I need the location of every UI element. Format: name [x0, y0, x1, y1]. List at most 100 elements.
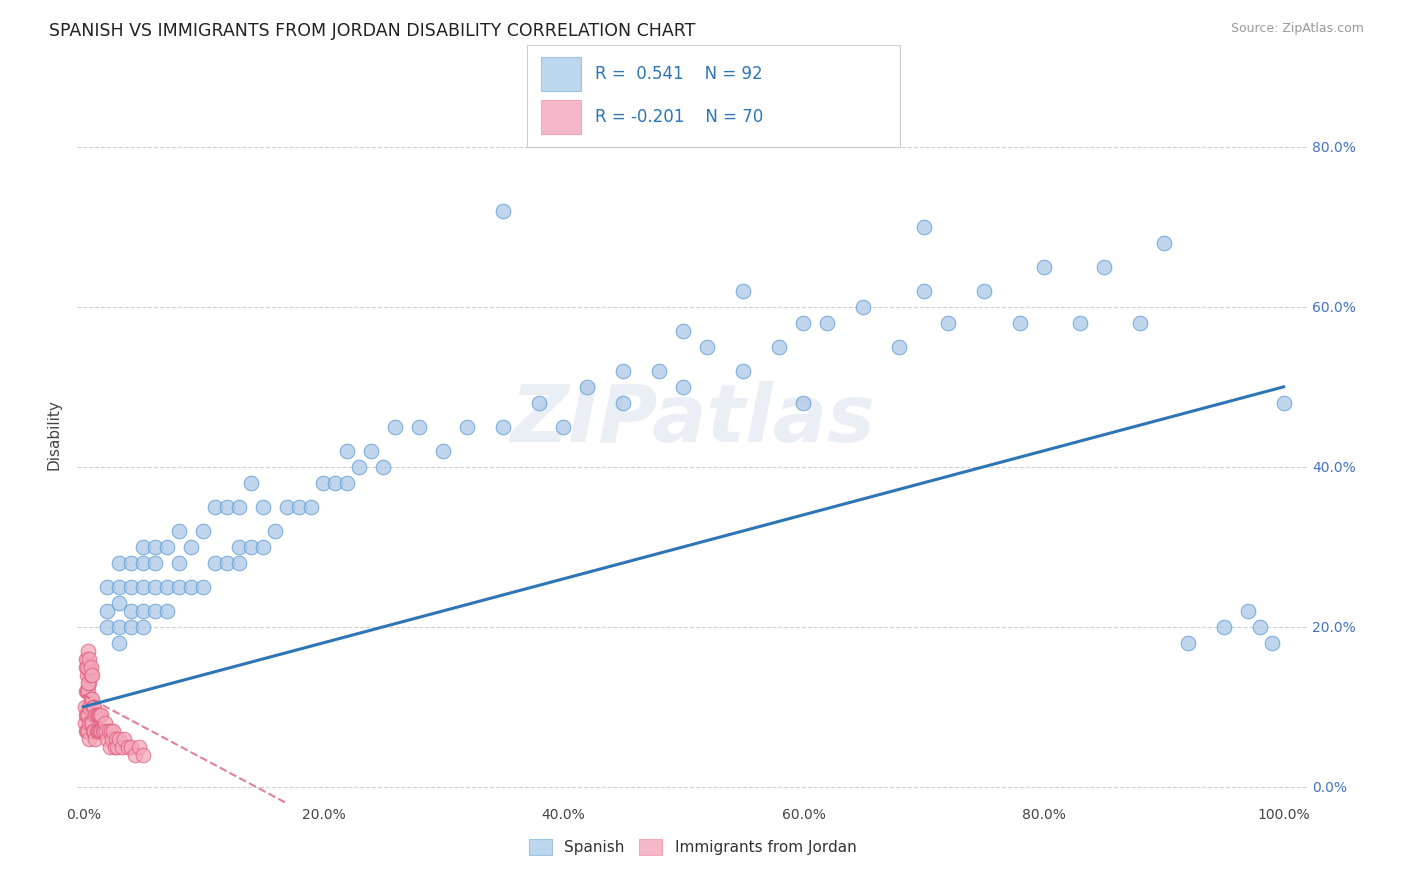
- Point: [1212, 620, 1234, 634]
- Point: [79, 715, 101, 730]
- Point: [76, 660, 98, 674]
- Text: R = -0.201    N = 70: R = -0.201 N = 70: [595, 108, 763, 126]
- Point: [252, 500, 274, 514]
- Point: [1032, 260, 1054, 274]
- Point: [89, 723, 111, 738]
- Point: [94, 723, 117, 738]
- Point: [86, 723, 108, 738]
- Point: [217, 500, 239, 514]
- Point: [73, 699, 96, 714]
- Point: [76, 652, 98, 666]
- Point: [77, 644, 100, 658]
- Point: [79, 715, 101, 730]
- Point: [79, 660, 101, 674]
- Point: [733, 284, 755, 298]
- Point: [96, 731, 118, 746]
- Point: [112, 731, 135, 746]
- Point: [143, 540, 166, 554]
- Point: [817, 316, 839, 330]
- Point: [553, 420, 575, 434]
- Point: [120, 604, 142, 618]
- Point: [143, 580, 166, 594]
- Point: [1128, 316, 1150, 330]
- Point: [169, 524, 191, 538]
- Point: [169, 580, 191, 594]
- Point: [132, 620, 155, 634]
- Point: [228, 500, 250, 514]
- Point: [79, 652, 101, 666]
- Point: [373, 459, 395, 474]
- Point: [132, 540, 155, 554]
- Point: [82, 723, 104, 738]
- Point: [83, 723, 105, 738]
- Point: [87, 707, 110, 722]
- Point: [299, 500, 322, 514]
- Point: [97, 723, 120, 738]
- Text: ZIPatlas: ZIPatlas: [510, 381, 875, 459]
- Point: [108, 731, 131, 746]
- Point: [103, 723, 125, 738]
- Point: [1260, 636, 1282, 650]
- Point: [103, 739, 125, 754]
- Point: [325, 475, 347, 490]
- Point: [672, 324, 695, 338]
- Point: [384, 420, 406, 434]
- Point: [252, 540, 274, 554]
- Point: [105, 739, 128, 754]
- Point: [108, 636, 131, 650]
- Point: [228, 540, 250, 554]
- Point: [288, 500, 311, 514]
- Point: [76, 723, 98, 738]
- Point: [79, 731, 101, 746]
- Point: [276, 500, 298, 514]
- Point: [111, 739, 134, 754]
- Point: [79, 668, 101, 682]
- Point: [79, 668, 101, 682]
- Point: [96, 604, 118, 618]
- Point: [108, 580, 131, 594]
- Point: [792, 316, 814, 330]
- Point: [336, 475, 359, 490]
- Point: [696, 340, 718, 354]
- Point: [120, 739, 142, 754]
- Point: [143, 604, 166, 618]
- Point: [77, 723, 100, 738]
- Point: [108, 556, 131, 570]
- Point: [1153, 235, 1175, 250]
- Point: [76, 668, 98, 682]
- Point: [104, 731, 127, 746]
- Point: [108, 596, 131, 610]
- Point: [973, 284, 995, 298]
- Point: [132, 556, 155, 570]
- Point: [180, 580, 202, 594]
- Point: [612, 396, 634, 410]
- Point: [1236, 604, 1258, 618]
- Point: [217, 556, 239, 570]
- Point: [100, 723, 122, 738]
- Point: [93, 723, 115, 738]
- Point: [912, 284, 935, 298]
- Point: [87, 723, 110, 738]
- Point: [101, 731, 124, 746]
- Point: [120, 556, 142, 570]
- Point: [77, 683, 100, 698]
- Point: [75, 707, 97, 722]
- Point: [75, 683, 97, 698]
- Point: [75, 723, 97, 738]
- Text: SPANISH VS IMMIGRANTS FROM JORDAN DISABILITY CORRELATION CHART: SPANISH VS IMMIGRANTS FROM JORDAN DISABI…: [49, 22, 696, 40]
- Point: [672, 380, 695, 394]
- Point: [156, 580, 179, 594]
- Point: [86, 707, 108, 722]
- Point: [1177, 636, 1199, 650]
- Point: [91, 723, 114, 738]
- Point: [1272, 396, 1295, 410]
- Point: [108, 620, 131, 634]
- Point: [576, 380, 599, 394]
- Point: [312, 475, 335, 490]
- Point: [132, 580, 155, 594]
- Point: [612, 364, 634, 378]
- Point: [204, 556, 226, 570]
- Point: [77, 660, 100, 674]
- Point: [204, 500, 226, 514]
- Point: [96, 620, 118, 634]
